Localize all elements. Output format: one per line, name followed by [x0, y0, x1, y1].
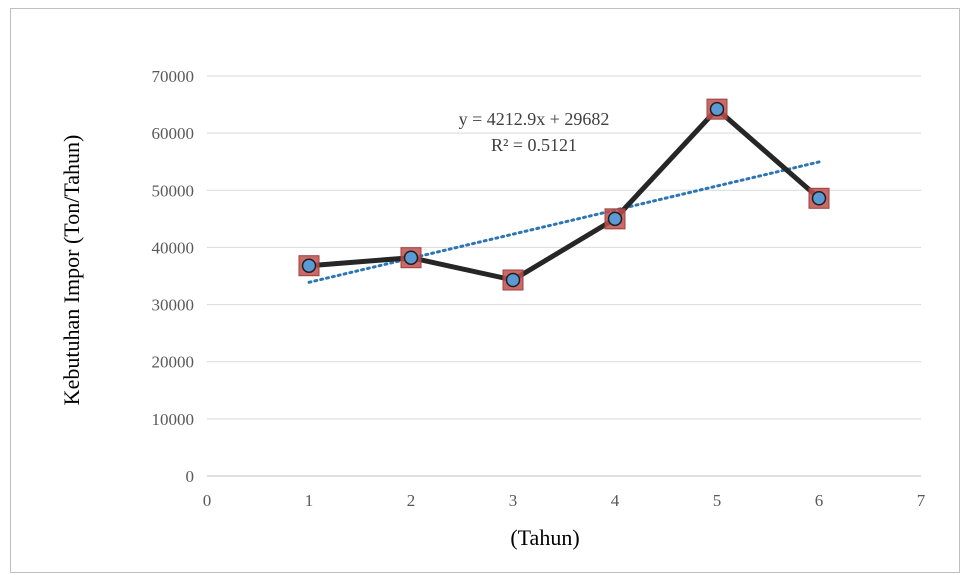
x-tick-label: 7	[917, 491, 926, 510]
x-tick-label: 6	[815, 491, 824, 510]
y-tick-label: 10000	[152, 410, 195, 429]
x-tick-label: 0	[203, 491, 212, 510]
y-tick-label: 50000	[152, 181, 195, 200]
x-tick-label: 1	[305, 491, 314, 510]
trendline-r-squared: R² = 0.5121	[491, 135, 577, 155]
x-tick-label: 5	[713, 491, 722, 510]
y-tick-label: 60000	[152, 124, 195, 143]
series-line	[306, 106, 822, 283]
data-point	[607, 211, 623, 227]
gridlines	[207, 75, 921, 477]
series-group	[306, 106, 822, 283]
y-tick-label: 20000	[152, 353, 195, 372]
y-tick-label: 30000	[152, 296, 195, 315]
x-tick-label: 4	[611, 491, 620, 510]
data-point	[709, 101, 725, 117]
x-axis-title: (Tahun)	[510, 525, 579, 550]
markers-group	[298, 98, 830, 291]
x-tick-label: 3	[509, 491, 518, 510]
y-tick-label: 70000	[152, 67, 195, 86]
data-point	[505, 272, 521, 288]
x-tick-labels: 0 1 2 3 4 5 6 7	[203, 491, 926, 510]
chart-frame	[10, 8, 960, 573]
trendline-equation: y = 4212.9x + 29682	[459, 109, 610, 129]
y-tick-labels: 0 10000 20000 30000 40000 50000 60000 70000	[152, 67, 195, 486]
trendline-group	[307, 160, 821, 284]
trendline	[307, 160, 821, 284]
y-tick-label: 40000	[152, 238, 195, 257]
y-tick-label: 0	[186, 467, 195, 486]
y-axis-title: Kebutuhan Impor (Ton/Tahun)	[59, 135, 84, 406]
data-point	[403, 250, 419, 265]
data-point	[811, 191, 827, 206]
x-tick-label: 2	[407, 491, 416, 510]
data-point	[301, 258, 317, 273]
